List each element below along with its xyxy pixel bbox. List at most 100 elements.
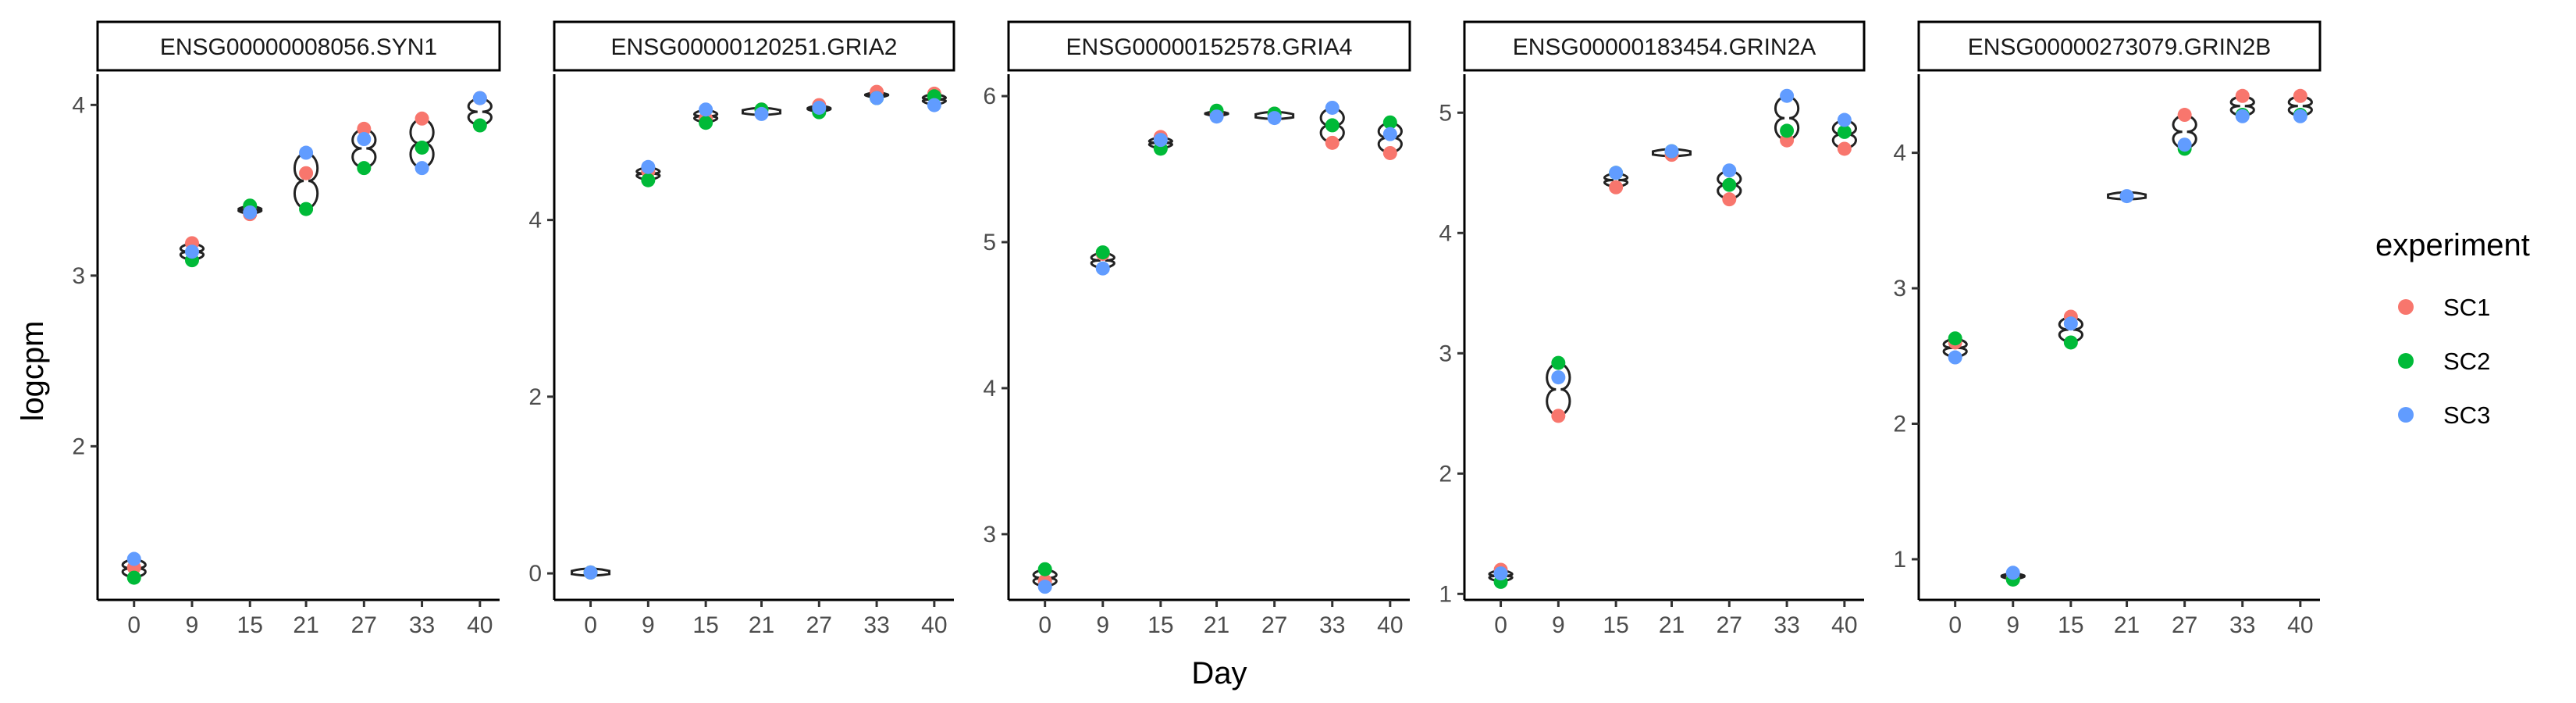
point-sc1 [2235, 88, 2250, 103]
point-sc3 [357, 132, 372, 147]
legend-key-sc2 [2398, 353, 2414, 369]
point-sc3 [1948, 350, 1962, 365]
point-sc1 [1382, 145, 1397, 160]
point-sc3 [870, 91, 884, 105]
point-sc3 [812, 100, 827, 115]
point-sc3 [299, 145, 314, 160]
point-sc3 [1382, 127, 1397, 141]
x-tick-label: 15 [237, 612, 263, 638]
y-tick-label: 3 [983, 522, 996, 548]
point-sc3 [1037, 580, 1052, 594]
x-tick-label: 15 [2058, 612, 2083, 638]
strip-box [1463, 20, 1866, 72]
point-sc3 [1551, 370, 1566, 385]
x-tick-label: 0 [127, 612, 141, 638]
y-tick-label: 5 [983, 230, 996, 255]
point-sc2 [1037, 562, 1052, 576]
y-tick-label: 1 [1439, 581, 1452, 607]
x-tick-label: 21 [1204, 612, 1229, 638]
y-tick-label: 2 [72, 434, 85, 459]
y-tick-label: 6 [983, 84, 996, 109]
y-tick-label: 4 [983, 376, 996, 401]
x-tick-label: 0 [584, 612, 597, 638]
legend-key-sc1 [2398, 299, 2414, 315]
point-sc2 [641, 173, 656, 187]
y-tick-label: 4 [1893, 141, 1906, 166]
x-tick-label: 27 [2172, 612, 2197, 638]
point-sc3 [1209, 109, 1224, 124]
legend: experiment SC1 SC2 SC3 [2375, 228, 2530, 429]
x-tick-label: 0 [1038, 612, 1051, 638]
point-sc3 [1780, 88, 1795, 103]
y-tick-label: 5 [1439, 100, 1452, 126]
x-tick-label: 33 [863, 612, 889, 638]
point-sc3 [2177, 137, 2192, 152]
strip-box [1917, 20, 2322, 72]
y-tick-label: 2 [1893, 412, 1906, 437]
x-tick-label: 9 [186, 612, 199, 638]
point-sc2 [126, 570, 141, 585]
x-tick-label: 9 [1096, 612, 1109, 638]
y-tick-label: 4 [1439, 220, 1452, 246]
x-tick-label: 21 [1659, 612, 1685, 638]
x-tick-label: 15 [692, 612, 718, 638]
point-sc2 [1095, 245, 1110, 260]
x-tick-label: 21 [293, 612, 318, 638]
legend-title: experiment [2375, 228, 2530, 262]
point-sc2 [472, 118, 487, 133]
point-sc1 [299, 166, 314, 180]
x-tick-label: 27 [806, 612, 832, 638]
x-tick-label: 9 [2006, 612, 2019, 638]
legend-label: SC3 [2443, 401, 2490, 429]
legend-label: SC1 [2443, 294, 2490, 321]
point-sc3 [2005, 566, 2020, 580]
x-tick-label: 15 [1147, 612, 1173, 638]
point-sc2 [1722, 177, 1737, 192]
x-tick-label: 40 [2287, 612, 2313, 638]
point-sc2 [2063, 335, 2078, 350]
y-tick-label: 4 [528, 208, 542, 234]
point-sc3 [2063, 316, 2078, 331]
panel-title: ENSG00000183454.GRIN2A [1513, 34, 1816, 60]
panel-title: ENSG00000273079.GRIN2B [1968, 34, 2272, 60]
point-sc3 [1325, 100, 1340, 115]
x-tick-label: 40 [921, 612, 947, 638]
panel-title: ENSG00000152578.GRIA4 [1066, 34, 1353, 60]
y-tick-label: 0 [528, 561, 542, 587]
x-tick-label: 27 [351, 612, 377, 638]
point-sc1 [1325, 135, 1340, 150]
point-sc3 [1095, 261, 1110, 276]
x-tick-label: 27 [1261, 612, 1287, 638]
point-sc3 [699, 102, 713, 117]
point-sc3 [415, 161, 429, 176]
point-sc1 [2293, 88, 2307, 103]
x-tick-label: 33 [1774, 612, 1799, 638]
point-sc3 [1722, 163, 1737, 178]
point-sc2 [1780, 123, 1795, 138]
point-sc2 [1325, 118, 1340, 133]
point-sc1 [1722, 192, 1737, 207]
point-sc3 [2235, 109, 2250, 123]
point-sc1 [2177, 108, 2192, 123]
violin-shape [294, 151, 319, 211]
point-sc3 [1267, 111, 1282, 126]
point-sc3 [184, 244, 199, 259]
y-tick-label: 2 [1439, 461, 1452, 487]
strip-box [1007, 20, 1411, 72]
x-tick-label: 27 [1717, 612, 1742, 638]
point-sc2 [1948, 331, 1962, 346]
x-tick-label: 9 [642, 612, 655, 638]
point-sc3 [243, 205, 258, 219]
point-sc2 [299, 202, 314, 216]
strip-box [553, 20, 955, 72]
point-sc3 [754, 106, 769, 121]
legend-key-sc3 [2398, 407, 2414, 423]
y-tick-label: 3 [1893, 276, 1906, 302]
point-sc3 [472, 91, 487, 105]
y-tick-label: 1 [1893, 547, 1906, 573]
